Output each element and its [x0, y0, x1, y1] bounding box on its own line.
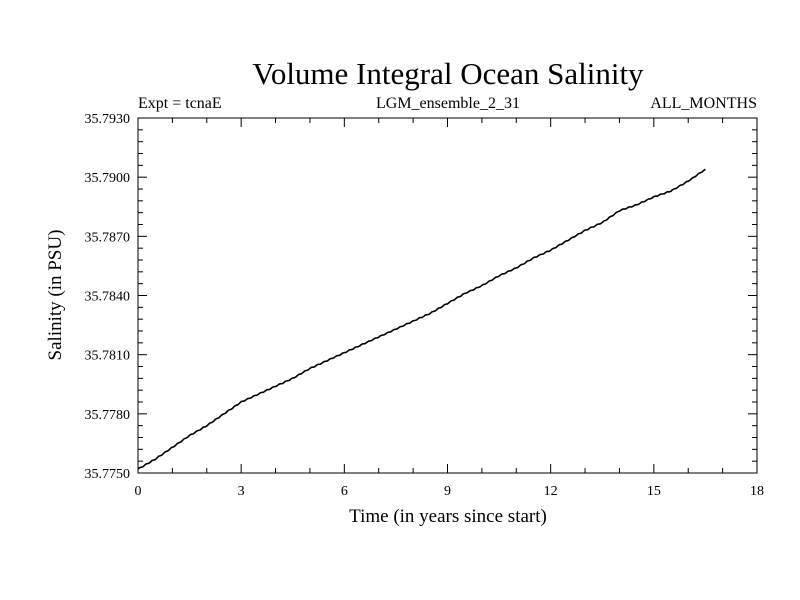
x-tick-labels: 0 3 6 9 12 15 18 [135, 484, 765, 499]
plot-frame [137, 117, 758, 474]
x-tick-label: 3 [238, 484, 245, 499]
y-axis-label: Salinity (in PSU) [45, 230, 66, 361]
y-tick-label: 35.7840 [85, 290, 131, 305]
y-tick-label: 35.7750 [85, 467, 131, 482]
x-tick-label: 6 [341, 484, 348, 499]
y-tick-label: 35.7810 [85, 349, 131, 364]
tick-marks [137, 117, 758, 474]
salinity-line [137, 168, 706, 470]
chart-title: Volume Integral Ocean Salinity [252, 56, 644, 91]
y-tick-label: 35.7900 [85, 171, 131, 186]
x-tick-label: 18 [750, 484, 764, 499]
ensemble-label: LGM_ensemble_2_31 [376, 95, 520, 112]
y-tick-labels: 35.7750 35.7780 35.7810 35.7840 35.7870 35.79… [85, 112, 131, 482]
y-tick-label: 35.7870 [85, 230, 131, 245]
x-tick-label: 15 [647, 484, 661, 499]
months-label: ALL_MONTHS [650, 95, 757, 112]
x-axis-label: Time (in years since start) [349, 506, 547, 527]
x-tick-label: 0 [135, 484, 142, 499]
experiment-label: Expt = tcnaE [138, 95, 222, 112]
x-tick-label: 12 [544, 484, 558, 499]
y-tick-label: 35.7780 [85, 408, 131, 423]
y-tick-label: 35.7930 [85, 112, 131, 127]
x-tick-label: 9 [444, 484, 451, 499]
